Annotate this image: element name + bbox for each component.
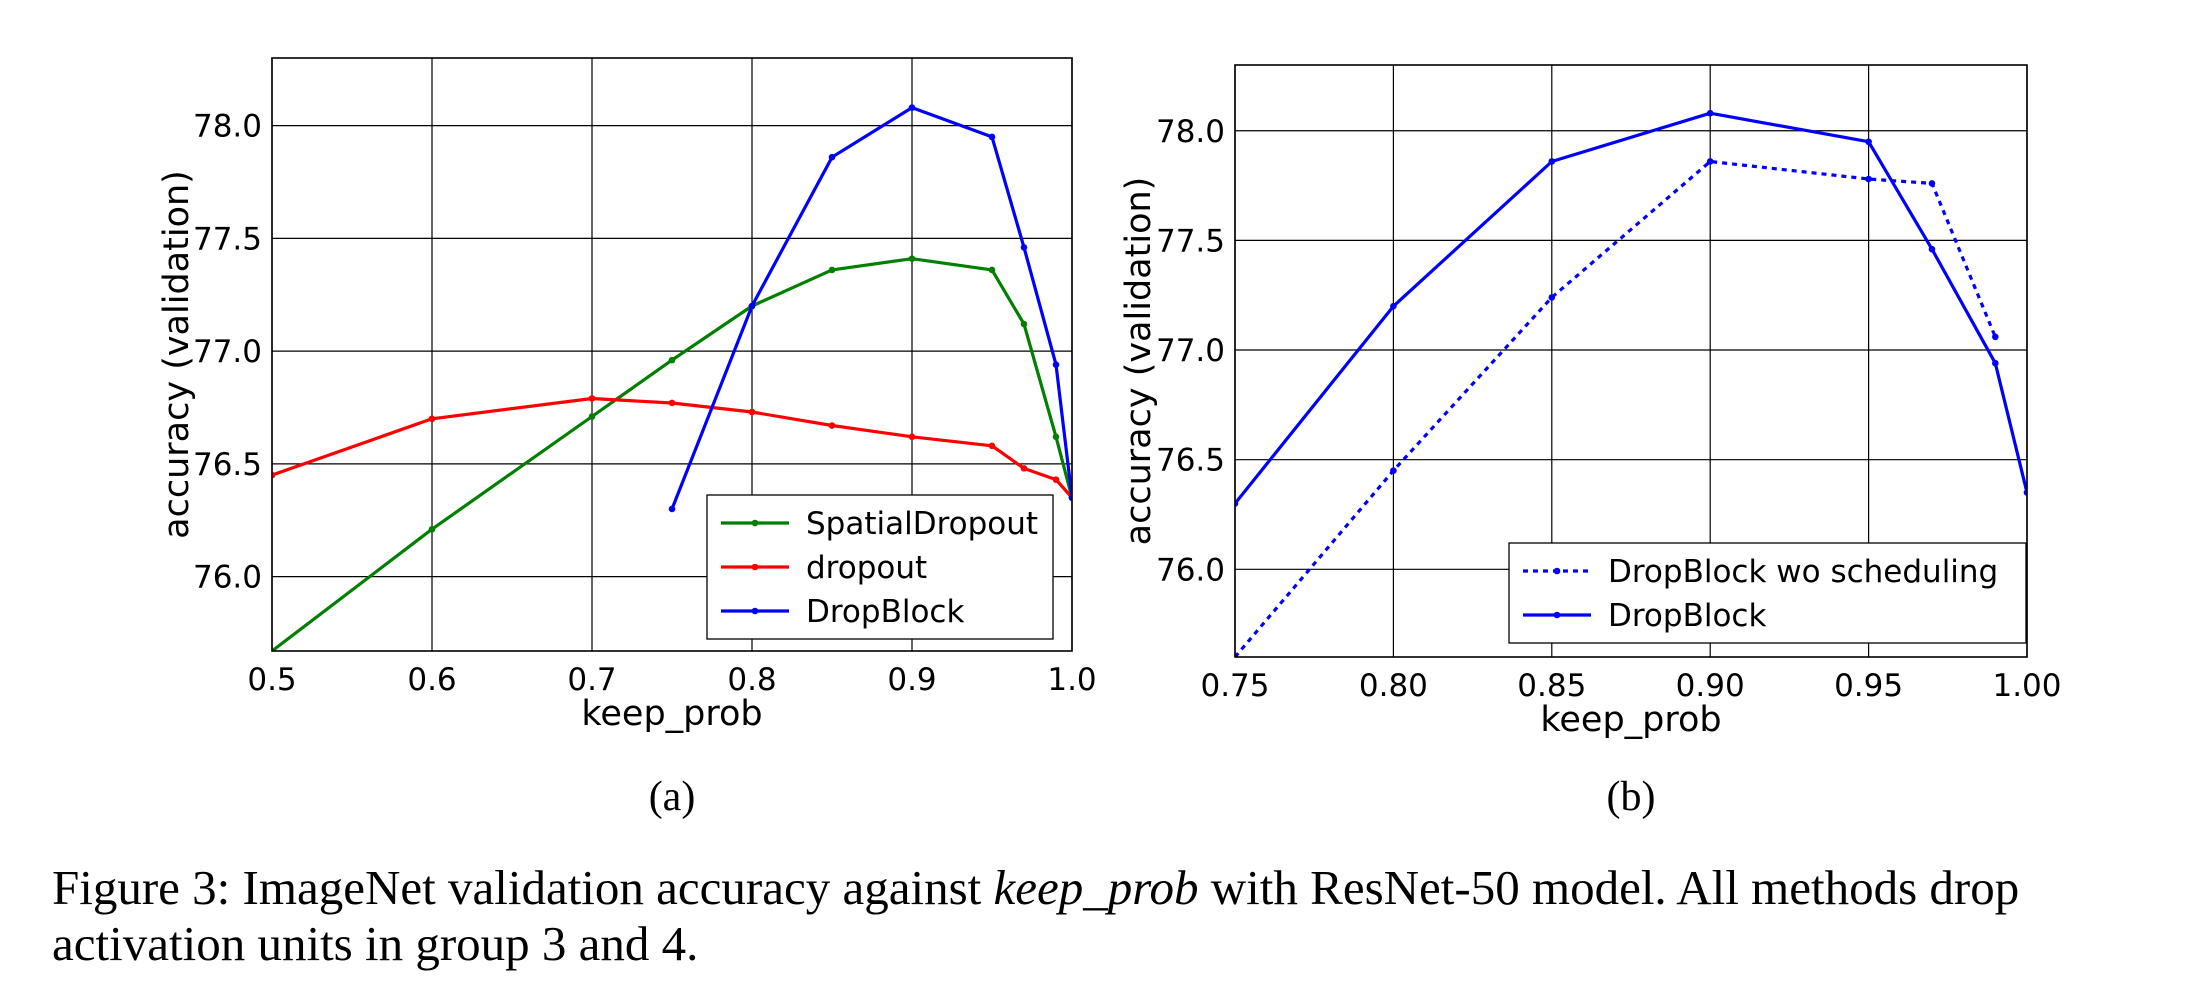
- data-point: [988, 133, 996, 141]
- x-axis-label: keep_prob: [581, 694, 762, 734]
- data-point: [1390, 302, 1397, 310]
- chart-panel-a: 0.5 0.6 0.7 0.8 0.9 1.0 76.0 76.5 77.0 77.5 78.0 ke…: [157, 57, 1097, 820]
- data-point: [1020, 320, 1028, 328]
- panel-label: (a): [649, 774, 696, 820]
- x-tick-label: 1.0: [1047, 662, 1096, 698]
- data-point: [748, 302, 756, 310]
- data-point: [1235, 500, 1239, 507]
- data-point: [588, 395, 596, 402]
- series-line-dropblock: [1235, 111, 2027, 505]
- series-line-dropblock: [670, 105, 1072, 510]
- y-tick-label: 77.0: [193, 334, 262, 370]
- data-point: [1052, 476, 1060, 483]
- series-layer: [272, 104, 1072, 651]
- legend-swatch-marker: [751, 607, 759, 615]
- x-tick-label: 0.90: [1676, 668, 1745, 704]
- data-point: [668, 356, 676, 364]
- caption-italic: keep_prob: [993, 860, 1199, 915]
- legend-label: SpatialDropout: [806, 506, 1038, 542]
- legend-swatch-marker: [1553, 567, 1561, 575]
- figure-caption: Figure 3: ImageNet validation accuracy a…: [52, 860, 2172, 972]
- legend-label: DropBlock wo scheduling: [1608, 554, 1998, 590]
- data-point: [1865, 138, 1872, 146]
- y-tick-label: 76.0: [193, 560, 262, 596]
- legend-swatch-marker: [1553, 611, 1561, 619]
- legend-swatch-marker: [751, 563, 759, 571]
- data-point: [828, 422, 836, 429]
- y-tick-label: 78.0: [193, 109, 262, 145]
- data-point: [668, 399, 676, 407]
- data-point: [1548, 294, 1556, 301]
- x-axis-label: keep_prob: [1540, 700, 1721, 740]
- y-tick-label: 77.0: [1156, 333, 1225, 369]
- data-point: [1992, 333, 1999, 341]
- data-point: [668, 505, 676, 513]
- data-point: [1928, 180, 1936, 187]
- panel-label: (b): [1607, 774, 1656, 820]
- data-point: [908, 104, 916, 111]
- data-point: [988, 442, 996, 450]
- axes-frame: [1234, 64, 2028, 658]
- x-tick-label: 0.6: [407, 662, 456, 698]
- data-point: [1390, 467, 1397, 474]
- y-tick-label: 77.5: [1156, 223, 1225, 259]
- data-point: [1052, 361, 1060, 368]
- x-tick-label: 1.00: [1992, 668, 2061, 704]
- data-point: [588, 413, 596, 420]
- legend-label: DropBlock: [1608, 598, 1766, 634]
- legend-swatch-marker: [751, 519, 759, 527]
- data-point: [272, 647, 276, 651]
- data-point: [828, 153, 836, 161]
- data-point: [748, 408, 756, 416]
- data-point: [1865, 175, 1872, 183]
- caption-prefix: Figure 3: ImageNet validation accuracy a…: [52, 860, 994, 915]
- x-tick-label: 0.7: [567, 662, 616, 698]
- data-point: [1235, 653, 1239, 657]
- series-layer: [1235, 109, 2027, 657]
- legend-box: [1508, 542, 2027, 644]
- data-point: [2023, 489, 2027, 496]
- x-tick-label: 0.95: [1834, 668, 1903, 704]
- data-point: [428, 415, 436, 423]
- data-point: [828, 266, 836, 274]
- data-point: [908, 433, 916, 441]
- axes-frame: [271, 57, 1073, 652]
- data-point: [1706, 158, 1714, 165]
- data-point: [908, 255, 916, 262]
- y-axis-label: accuracy (validation): [1119, 177, 1159, 546]
- data-point: [1020, 465, 1028, 472]
- data-point: [428, 525, 436, 533]
- data-point: [1928, 245, 1936, 253]
- x-tick-label: 0.80: [1359, 668, 1428, 704]
- legend-label: dropout: [806, 550, 927, 586]
- y-tick-label: 76.5: [193, 447, 262, 483]
- data-point: [1052, 433, 1060, 441]
- x-tick-label: 0.8: [727, 662, 776, 698]
- y-tick-label: 77.5: [193, 221, 262, 257]
- data-point: [1706, 109, 1714, 117]
- data-point: [988, 266, 996, 274]
- data-point: [1992, 359, 1999, 367]
- data-point: [1068, 494, 1072, 501]
- data-point: [1548, 158, 1556, 165]
- legend-label: DropBlock: [806, 594, 964, 630]
- y-tick-label: 78.0: [1156, 114, 1225, 150]
- caption-suffix: with ResNet-50 model. All methods drop a…: [52, 860, 2020, 971]
- y-axis-label: accuracy (validation): [157, 170, 197, 539]
- data-point: [272, 471, 276, 479]
- x-tick-label: 0.9: [887, 662, 936, 698]
- chart-panel-b: 0.75 0.80 0.85 0.90 0.95 1.00 76.0 76.5 77.0 77.5…: [1119, 64, 2062, 820]
- y-tick-label: 76.5: [1156, 443, 1225, 479]
- x-tick-label: 0.5: [247, 662, 296, 698]
- legend: SpatialDropout dropout DropBlock: [706, 494, 1054, 640]
- data-point: [1020, 244, 1028, 251]
- legend: DropBlock wo scheduling DropBlock: [1508, 542, 2027, 644]
- x-tick-label: 0.85: [1517, 668, 1586, 704]
- x-tick-label: 0.75: [1200, 668, 1269, 704]
- y-tick-label: 76.0: [1156, 552, 1225, 588]
